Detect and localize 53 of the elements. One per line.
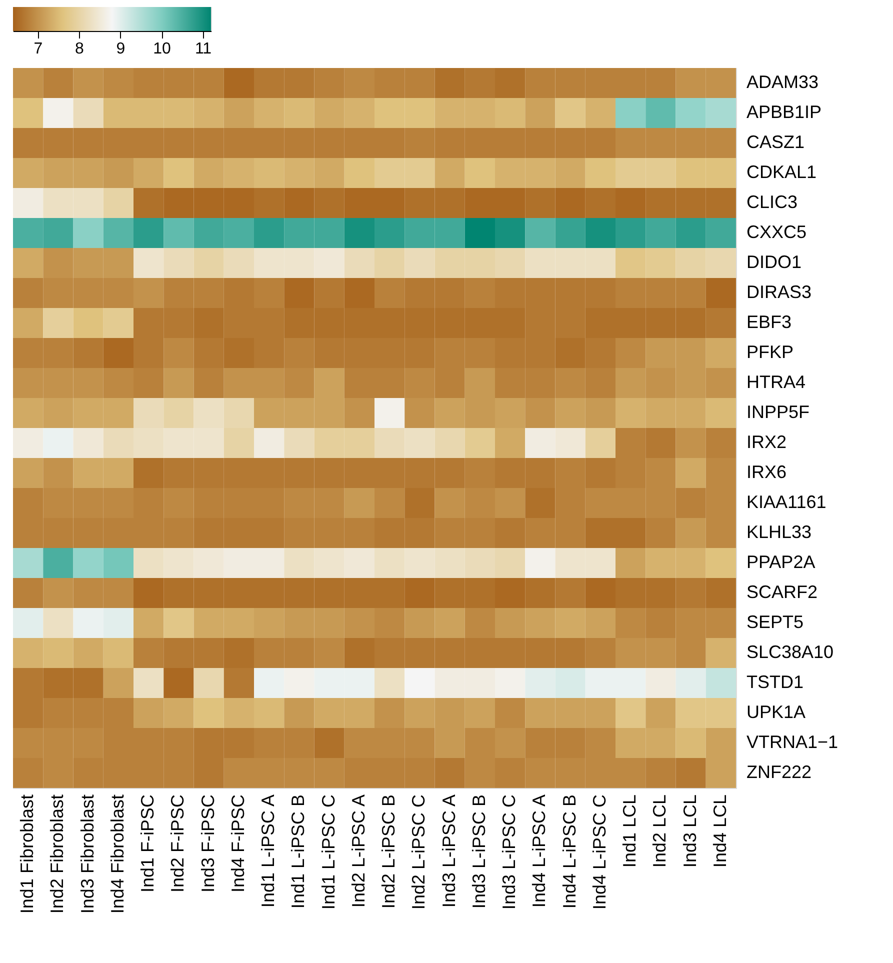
y-tick-label: PFKP (746, 342, 794, 362)
x-tick-label: Ind1 L-iPSC C (318, 794, 338, 910)
color-bar-label: 9 (116, 40, 126, 58)
x-tick-label: Ind4 LCL (710, 794, 730, 868)
y-tick-label: KIAA1161 (746, 492, 826, 512)
y-tick-label: IRX2 (746, 432, 787, 452)
y-tick-label: TSTD1 (746, 672, 804, 692)
y-tick-label: SLC38A10 (746, 642, 834, 662)
y-tick-label: CDKAL1 (746, 162, 817, 182)
color-bar-label: 10 (153, 40, 171, 58)
y-tick-label: CASZ1 (746, 132, 805, 152)
color-bar-label: 8 (75, 40, 84, 58)
x-tick-label: Ind4 L-iPSC A (529, 794, 550, 908)
x-tick-label: Ind1 L-iPSC A (258, 794, 278, 908)
y-tick-label: ADAM33 (746, 72, 819, 92)
x-tick-label: Ind3 F-iPSC (198, 794, 218, 893)
x-tick-label: Ind4 L-iPSC C (589, 794, 610, 910)
x-tick-label: Ind3 LCL (680, 794, 700, 868)
y-tick-label: APBB1IP (746, 102, 822, 122)
x-tick-label: Ind3 L-iPSC C (499, 794, 520, 910)
y-tick-label: KLHL33 (746, 522, 812, 542)
y-tick-label: EBF3 (746, 312, 792, 332)
x-tick-label: Ind2 L-iPSC A (348, 794, 368, 908)
y-tick-label: UPK1A (746, 702, 806, 722)
x-tick-label: Ind2 F-iPSC (168, 794, 188, 893)
y-tick-label: PPAP2A (746, 552, 816, 572)
y-tick-label: DIDO1 (746, 252, 802, 272)
y-tick-label: IRX6 (746, 462, 787, 482)
y-tick-label: VTRNA1−1 (746, 732, 838, 752)
x-tick-label: Ind4 Fibroblast (107, 794, 128, 914)
y-tick-label: SCARF2 (746, 582, 818, 602)
y-tick-label: INPP5F (746, 402, 810, 422)
x-tick-label: Ind2 L-iPSC C (408, 794, 429, 910)
x-tick-label: Ind1 F-iPSC (138, 794, 158, 893)
y-tick-label: SEPT5 (746, 612, 804, 632)
x-tick-label: Ind1 L-iPSC B (288, 794, 308, 909)
y-tick-label: CXXC5 (746, 222, 807, 242)
x-tick-label: Ind4 F-iPSC (228, 794, 248, 893)
color-bar-label: 7 (34, 40, 43, 58)
x-tick-label: Ind2 L-iPSC B (378, 794, 399, 909)
x-tick-label: Ind4 L-iPSC B (559, 794, 580, 909)
x-tick-label: Ind1 Fibroblast (17, 794, 38, 914)
color-bar-label: 11 (194, 40, 212, 58)
y-tick-label: ZNF222 (746, 762, 812, 782)
x-tick-label: Ind3 Fibroblast (77, 794, 98, 914)
y-tick-label: DIRAS3 (746, 282, 812, 302)
x-tick-label: Ind1 LCL (620, 794, 640, 868)
y-tick-label: HTRA4 (746, 372, 806, 392)
x-tick-label: Ind3 L-iPSC A (438, 794, 459, 908)
x-tick-label: Ind2 LCL (650, 794, 670, 868)
y-tick-label: CLIC3 (746, 192, 798, 212)
x-tick-label: Ind2 Fibroblast (47, 794, 68, 914)
x-tick-label: Ind3 L-iPSC B (468, 794, 489, 909)
